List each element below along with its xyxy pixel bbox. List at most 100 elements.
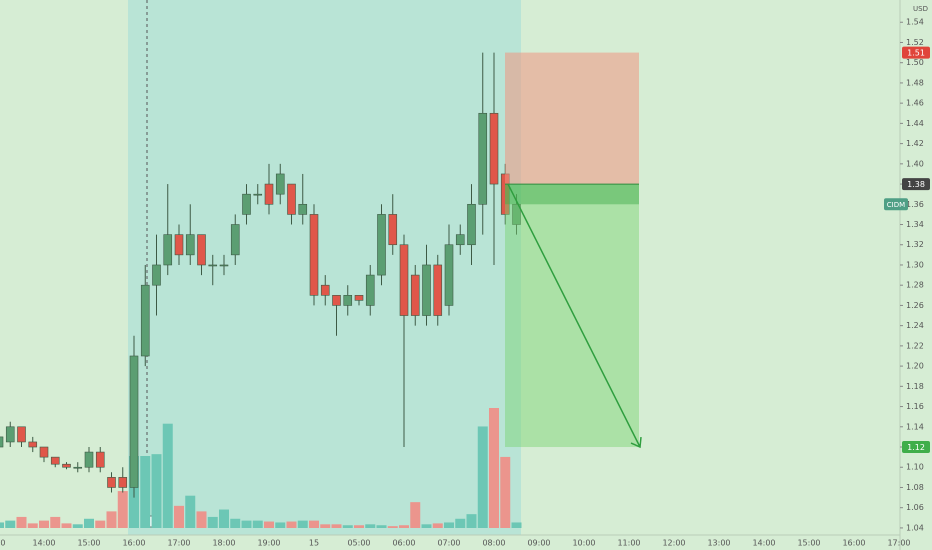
x-tick-label: 07:00: [437, 539, 460, 548]
stop-price-label-bg: [902, 46, 930, 59]
x-tick-label: 11:00: [617, 539, 640, 548]
volume-bar: [331, 524, 342, 528]
x-tick-label: 17:00: [167, 539, 190, 548]
volume-bar: [489, 408, 499, 528]
y-tick-label: 1.44: [906, 119, 924, 128]
candle-body: [163, 234, 173, 266]
volume-bar: [309, 520, 319, 528]
candle-body: [28, 441, 38, 448]
stop-price-label: 1.51: [907, 49, 925, 58]
x-tick-label: 16:00: [842, 539, 865, 548]
volume-bar: [342, 525, 353, 528]
volume-bar: [252, 520, 263, 528]
volume-bar: [421, 524, 432, 528]
volume-bar: [39, 520, 49, 528]
x-tick-label: 18:00: [212, 539, 235, 548]
y-tick-label: 1.14: [906, 422, 924, 431]
x-tick-label: 12:00: [662, 539, 685, 548]
x-tick-label: 05:00: [347, 539, 370, 548]
x-tick-label: 10:00: [572, 539, 595, 548]
y-tick-label: 1.26: [906, 301, 924, 310]
y-tick-label: 1.18: [906, 382, 924, 391]
candle-body: [298, 203, 308, 215]
volume-bar: [286, 521, 297, 528]
candle-body: [399, 244, 409, 316]
candle-body: [140, 284, 150, 357]
volume-bar: [432, 523, 443, 528]
candle-body: [174, 234, 184, 256]
projection-arrow: [507, 183, 641, 448]
candle-body: [0, 436, 4, 448]
volume-bar: [185, 495, 196, 528]
volume-bar: [500, 456, 511, 528]
y-tick-label: 1.06: [906, 503, 924, 512]
volume-bar: [219, 509, 229, 528]
volume-bar: [387, 526, 398, 528]
volume-bar: [162, 423, 173, 528]
y-tick-label: 1.16: [906, 402, 924, 411]
x-tick-label: 15:00: [77, 539, 100, 548]
x-tick-label: :00: [0, 539, 5, 548]
volume-bar: [455, 518, 466, 528]
candle-body: [185, 234, 195, 256]
candle-body: [309, 214, 319, 296]
volume-bar: [399, 525, 409, 528]
x-tick-label: 16:00: [122, 539, 145, 548]
candle-body: [5, 426, 15, 443]
volume-bar: [50, 516, 61, 528]
y-tick-label: 1.34: [906, 220, 924, 229]
x-tick-label: 09:00: [527, 539, 550, 548]
y-tick-label: 1.52: [906, 38, 924, 47]
candle-body: [433, 264, 443, 316]
y-tick-label: 1.28: [906, 281, 924, 290]
projection-arrowhead: [630, 436, 642, 449]
target-zone: [505, 184, 639, 448]
y-tick-label: 1.30: [906, 260, 924, 269]
x-tick-label: 19:00: [257, 539, 280, 548]
volume-bar: [264, 521, 274, 528]
candle-body: [219, 264, 229, 267]
candle-body: [230, 224, 240, 256]
x-tick-label: 15: [309, 539, 319, 548]
volume-bar: [207, 516, 218, 528]
candle-body: [332, 295, 341, 306]
volume-bar: [95, 520, 106, 528]
candle-body: [152, 264, 161, 286]
candle-body: [343, 295, 353, 306]
candle-body: [242, 193, 251, 215]
y-tick-label: 1.48: [906, 78, 924, 87]
y-tick-label: 1.40: [906, 159, 924, 168]
x-tick-label: 15:00: [797, 539, 820, 548]
candle-body: [377, 214, 386, 276]
volume-bar: [140, 456, 151, 528]
volume-bar: [196, 511, 207, 528]
y-tick-label: 1.54: [906, 18, 924, 27]
x-tick-label: 14:00: [32, 539, 55, 548]
candle-body: [62, 463, 71, 468]
open-pnl-zone: [505, 184, 639, 205]
candle-body: [444, 244, 454, 306]
candle-body: [512, 203, 521, 225]
volume-bar: [106, 511, 117, 528]
volume-bar: [5, 520, 16, 528]
entry-price-label: 1.38: [907, 180, 925, 189]
y-tick-label: 1.04: [906, 523, 924, 532]
candle-body: [197, 234, 206, 266]
volume-bar: [151, 454, 162, 528]
volume-bar: [0, 522, 4, 528]
volume-bar: [61, 523, 72, 528]
candle-body: [129, 355, 139, 488]
y-tick-label: 1.46: [906, 99, 924, 108]
volume-bar: [410, 502, 421, 528]
volume-bar: [297, 520, 308, 528]
y-tick-label: 1.42: [906, 139, 924, 148]
stop-zone: [505, 52, 639, 185]
candle-body: [253, 193, 263, 196]
y-tick-label: 1.36: [906, 200, 924, 209]
candle-body: [39, 446, 49, 458]
x-tick-label: 13:00: [707, 539, 730, 548]
volume-bar: [241, 520, 252, 528]
volume-bar: [27, 523, 38, 528]
y-tick-label: 1.20: [906, 362, 924, 371]
